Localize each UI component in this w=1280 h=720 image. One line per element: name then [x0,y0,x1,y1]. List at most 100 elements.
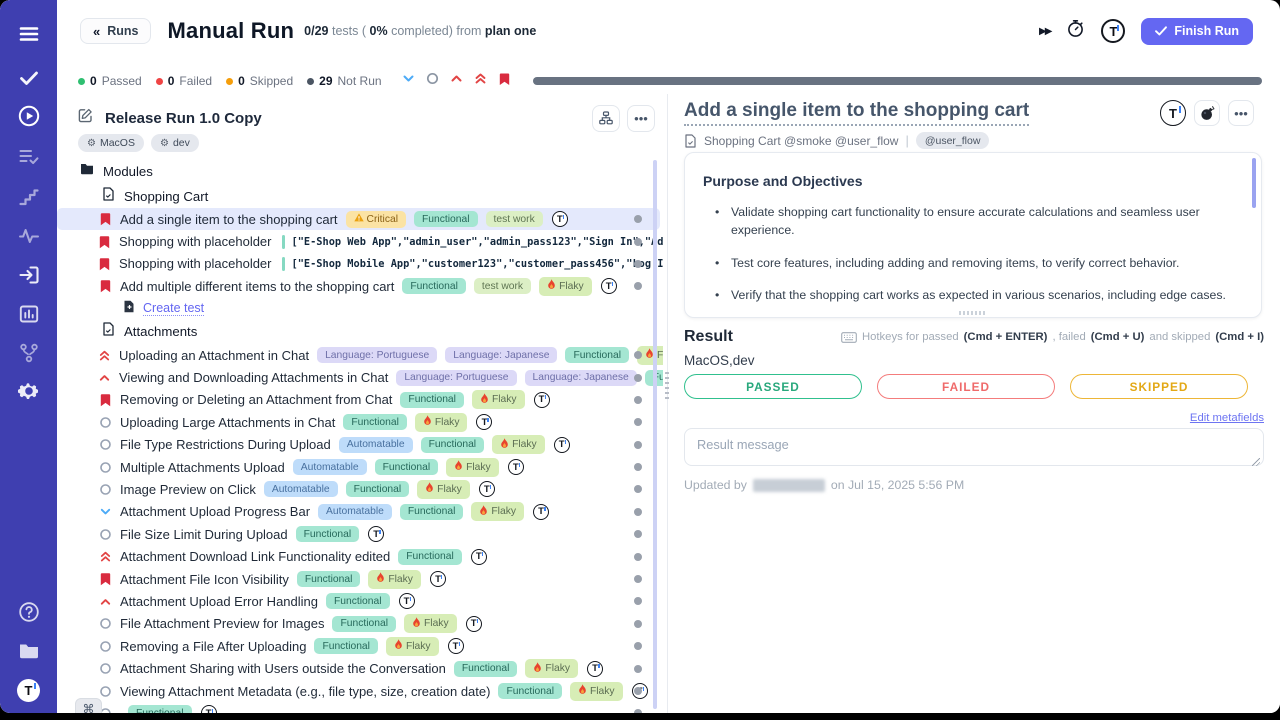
test-name[interactable]: File Attachment Preview for Images [120,616,325,632]
edit-run-icon[interactable] [78,108,93,128]
t-logo[interactable]: T [476,414,493,431]
t-logo[interactable]: T [1160,100,1186,126]
create-test-row[interactable]: Create test [57,298,663,320]
t-logo[interactable]: T [429,571,446,588]
circle-status-icon[interactable] [98,640,112,653]
divider-grip-icon[interactable] [663,372,671,400]
t-logo[interactable]: T [551,211,568,228]
t-logo[interactable]: T [398,593,415,610]
drag-dot-icon[interactable] [634,373,642,382]
circle-status-icon[interactable] [98,685,112,698]
hotkeys-command-button[interactable]: ⌘ [75,698,102,713]
test-name[interactable]: Shopping with placeholder [119,234,272,250]
gear-icon[interactable] [17,379,41,403]
chevron-down-icon[interactable] [402,72,415,90]
circle-status-icon[interactable] [98,461,112,474]
tree-folder-modules[interactable]: Modules [57,158,663,184]
sign-in-icon[interactable] [17,263,41,287]
detail-more-button[interactable]: ••• [1228,100,1254,126]
test-row[interactable]: File Size Limit During Upload Functional T [57,523,663,545]
play-circle-icon[interactable] [17,104,41,128]
test-row[interactable]: Removing a File After Uploading Functiona… [57,635,663,657]
drag-dot-icon[interactable] [634,485,642,494]
drag-dot-icon[interactable] [634,237,642,246]
finish-run-button[interactable]: Finish Run [1141,17,1253,45]
drag-dot-icon[interactable] [634,463,642,472]
steps-icon[interactable] [17,185,41,209]
t-logo[interactable]: T [587,660,604,677]
test-row[interactable]: Removing or Deleting an Attachment from … [57,389,663,411]
circle-status-icon[interactable] [98,483,112,496]
test-row[interactable]: File Type Restrictions During Upload Auto… [57,434,663,456]
bookmark-icon[interactable] [498,72,511,91]
test-detail-title[interactable]: Add a single item to the shopping cart [684,100,1030,126]
stopwatch-icon[interactable] [1066,19,1085,43]
tree-view-button[interactable] [592,104,620,132]
test-name[interactable]: Attachment Upload Progress Bar [120,504,311,520]
list-scrollbar[interactable] [653,160,657,709]
edit-metafields-link[interactable]: Edit metafields [1189,412,1264,424]
drag-dot-icon[interactable] [634,530,642,539]
t-logo[interactable]: T [1101,19,1126,43]
test-name[interactable]: Multiple Attachments Upload [120,459,285,475]
card-resize-grip[interactable] [959,311,987,315]
test-row[interactable]: Shopping with placeholder ["E-Shop Mobile… [57,253,663,275]
drag-dot-icon[interactable] [634,418,642,427]
test-name[interactable]: Uploading an Attachment in Chat [119,347,310,363]
menu-icon[interactable] [17,22,41,46]
test-name[interactable]: Shopping with placeholder [119,256,272,272]
circle-status-icon[interactable] [98,707,112,713]
bookmark-status-icon[interactable] [98,257,111,271]
test-name[interactable]: Add multiple different items to the shop… [120,278,395,294]
test-name[interactable]: Uploading Large Attachments in Chat [120,414,336,430]
t-logo[interactable]: T [465,615,482,632]
drag-dot-icon[interactable] [634,282,642,291]
test-name[interactable]: Attachment File Icon Visibility [120,571,289,587]
test-name[interactable]: Removing or Deleting an Attachment from … [120,392,393,408]
test-name[interactable]: Viewing Attachment Metadata (e.g., file … [120,683,491,699]
fast-forward-icon[interactable]: ▶▶ [1039,25,1052,37]
textarea-resize-handle[interactable] [1252,458,1260,466]
test-name[interactable]: Attachment Sharing with Users outside th… [120,661,446,677]
tree-suite-attachments[interactable]: Attachments [57,320,663,344]
double-chevron-up-icon[interactable] [474,72,487,90]
test-row[interactable]: Viewing and Downloading Attachments in C… [57,366,663,388]
t-logo[interactable]: T [600,278,617,295]
test-row[interactable]: Attachment File Icon Visibility Functiona… [57,568,663,590]
chevron-up-status-icon[interactable] [98,371,111,384]
circle-status-icon[interactable] [98,528,112,541]
help-circle-icon[interactable] [17,600,41,624]
drag-dot-icon[interactable] [634,552,642,561]
test-row[interactable]: Add a single item to the shopping cart Cr… [57,208,663,231]
t-logo[interactable]: T [533,503,549,520]
checklist-icon[interactable] [17,145,41,169]
result-passed-button[interactable]: PASSED [684,374,862,399]
bookmark-status-icon[interactable] [98,572,112,586]
double-chevron-up-status-icon[interactable] [98,349,111,362]
circle-icon[interactable] [426,72,439,90]
drag-dot-icon[interactable] [634,351,642,360]
t-logo[interactable]: T [478,481,495,498]
folder-icon[interactable] [17,639,41,663]
run-tag[interactable]: ⚙ MacOS [78,134,144,152]
circle-status-icon[interactable] [98,438,112,451]
test-row[interactable]: Shopping with placeholder ["E-Shop Web Ap… [57,230,663,252]
double-chevron-up-status-icon[interactable] [98,550,112,563]
tree-suite-shopping-cart[interactable]: Shopping Cart [57,184,663,208]
bookmark-status-icon[interactable] [98,393,112,407]
drag-dot-icon[interactable] [634,575,642,584]
bookmark-status-icon[interactable] [98,279,112,293]
git-branch-icon[interactable] [17,341,41,365]
breadcrumb-tag[interactable]: @user_flow [915,132,990,149]
test-name[interactable]: File Size Limit During Upload [120,526,288,542]
pane-divider[interactable] [663,94,672,713]
test-name[interactable]: Removing a File After Uploading [120,638,307,654]
drag-dot-icon[interactable] [634,709,642,713]
drag-dot-icon[interactable] [634,259,642,268]
circle-status-icon[interactable] [98,662,112,675]
bar-chart-icon[interactable] [17,302,41,326]
test-name[interactable]: Attachment Upload Error Handling [120,593,318,609]
drag-dot-icon[interactable] [634,687,642,695]
test-name[interactable]: Image Preview on Click [120,481,256,497]
test-row[interactable]: Image Preview on Click Automatable Functio… [57,478,663,500]
